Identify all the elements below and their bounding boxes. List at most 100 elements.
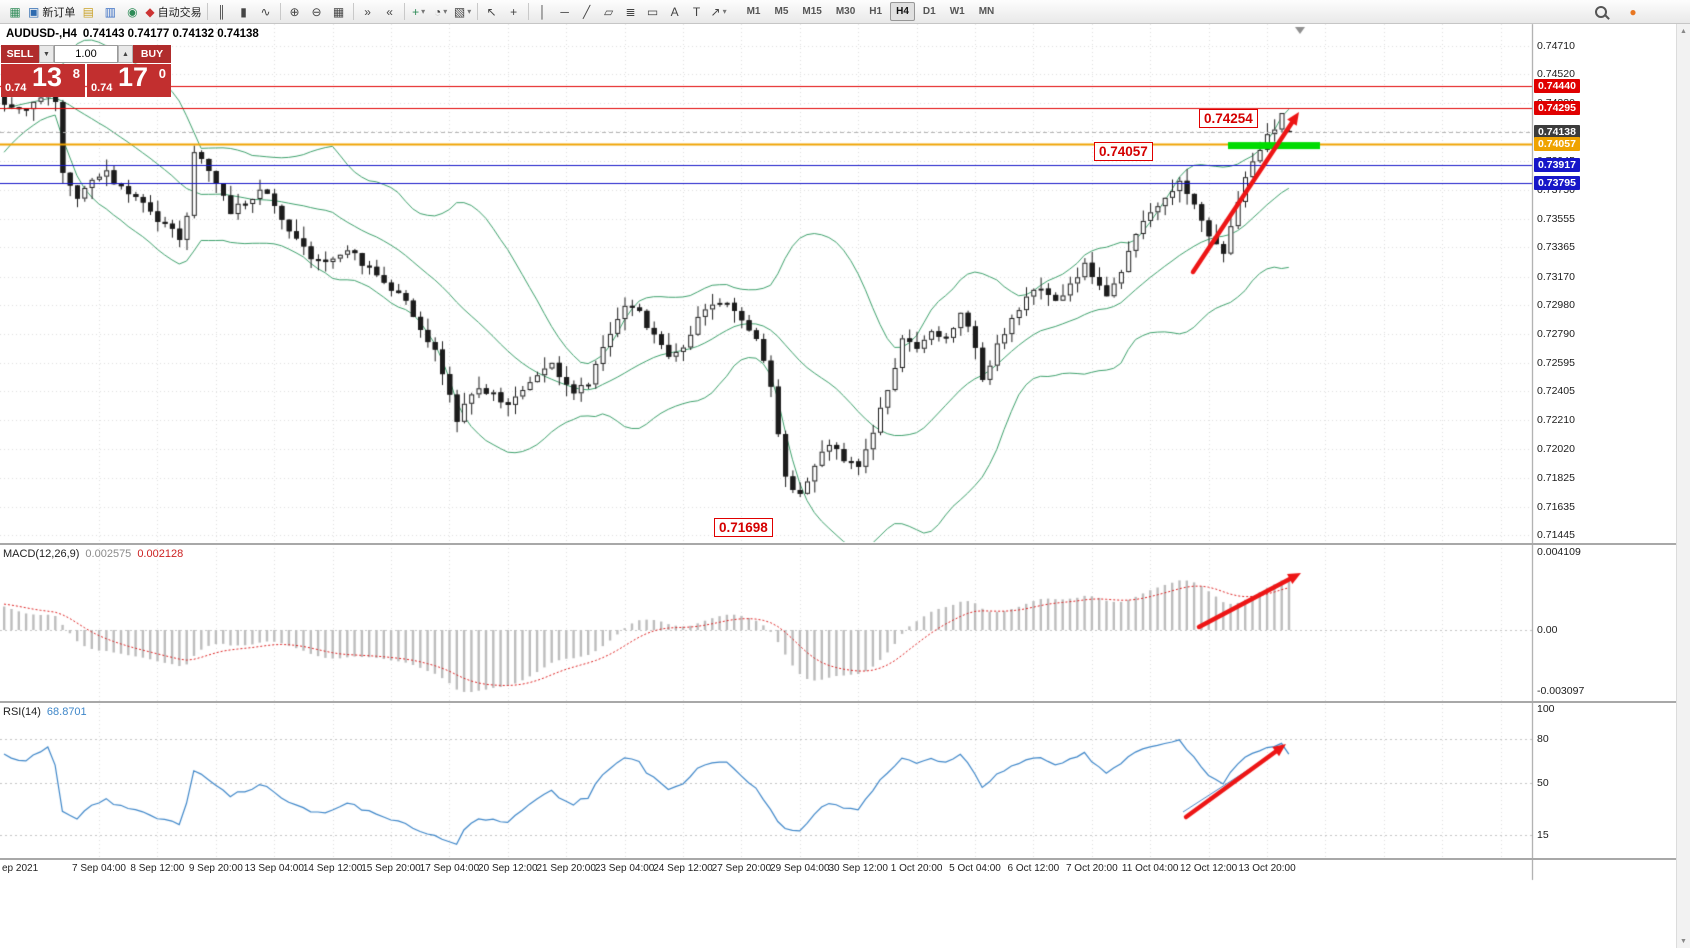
scroll-up-button[interactable]: ▲ [1680, 27, 1687, 35]
toolbar-separator [279, 3, 281, 20]
market-watch-icon[interactable]: ▤ [77, 2, 99, 22]
auto-scroll-icon[interactable]: » [357, 2, 379, 22]
auto-scroll-icon: » [364, 4, 371, 19]
volume-decrease-button[interactable]: ▼ [39, 45, 54, 63]
cursor-icon[interactable]: ↖ [481, 2, 503, 22]
pane-splitter-macd-rsi[interactable] [0, 701, 1690, 703]
timeframe-m15[interactable]: M15 [802, 6, 822, 17]
text-icon[interactable]: A [664, 2, 686, 22]
trendline-icon[interactable]: ╱ [576, 2, 598, 22]
vertical-scrollbar[interactable]: ▲ ▼ [1676, 24, 1690, 948]
timeframe-w1[interactable]: W1 [949, 6, 965, 17]
vertical-line-icon: │ [538, 4, 547, 19]
candlestick-chart-icon: ▮ [240, 4, 247, 19]
terminal-icon: ◉ [127, 4, 138, 19]
dropdown-arrow-icon: ▾ [421, 7, 426, 16]
chart-title: AUDUSD-,H4 0.74143 0.74177 0.74132 0.7413… [6, 28, 265, 40]
buy-price-sup: 0 [158, 66, 166, 81]
toolbar-separator [403, 3, 405, 20]
navigator-icon[interactable]: ▥ [99, 2, 121, 22]
vertical-line-icon[interactable]: │ [532, 2, 554, 22]
navigator-icon: ▥ [104, 4, 117, 19]
new-order-button-label: 新订单 [42, 6, 76, 19]
line-chart-icon[interactable]: ∿ [255, 2, 277, 22]
price-callout-label[interactable]: 0.74057 [1094, 142, 1153, 161]
chart-shift-icon[interactable]: « [379, 2, 401, 22]
trendline-icon: ╱ [582, 4, 591, 19]
sell-price-sup: 8 [72, 66, 80, 81]
pane-splitter-rsi-timeaxis[interactable] [0, 858, 1690, 860]
tile-windows-icon: ▦ [332, 4, 345, 19]
timeframe-m1[interactable]: M1 [746, 6, 761, 17]
notification-icon: ● [1629, 4, 1637, 19]
templates-icon: ▧ [453, 4, 466, 19]
zoom-out-icon: ⊖ [311, 4, 322, 19]
tile-windows-icon[interactable]: ▦ [328, 2, 350, 22]
pane-splitter-price-macd[interactable] [0, 543, 1690, 545]
new-order-button[interactable]: ▣ 新订单 [26, 2, 77, 22]
volume-input[interactable] [54, 45, 118, 63]
timeframe-m30[interactable]: M30 [835, 6, 856, 17]
autotrade-button[interactable]: ◆ 自动交易 [143, 2, 203, 22]
new-chart-icon: ▦ [9, 4, 21, 19]
toolbar-right-group: ● [1590, 2, 1644, 22]
one-click-strip: SELL ▼ ▲ BUY [1, 45, 171, 63]
sell-quote-button[interactable]: 0.74 13 8 [1, 62, 85, 97]
one-click-quotes: 0.74 13 8 0.74 17 0 [1, 62, 171, 97]
indicators-icon: + [412, 4, 420, 19]
search-icon [1595, 5, 1607, 18]
label-icon: T [692, 4, 701, 19]
terminal-icon[interactable]: ◉ [121, 2, 143, 22]
bar-chart-icon: ║ [217, 4, 226, 19]
label-icon[interactable]: T [686, 2, 708, 22]
arrows-icon: ↗ [710, 4, 721, 19]
timeframe-h1[interactable]: H1 [869, 6, 883, 17]
periods-icon[interactable]: ◔ ▾ [430, 2, 452, 22]
toolbar-separator [206, 3, 208, 20]
shapes-icon[interactable]: ▭ [642, 2, 664, 22]
zoom-in-icon[interactable]: ⊕ [284, 2, 306, 22]
scroll-down-button[interactable]: ▼ [1680, 937, 1687, 945]
buy-button[interactable]: BUY [133, 45, 171, 63]
buy-price-big: 17 [118, 62, 149, 92]
indicators-icon[interactable]: + ▾ [408, 2, 430, 22]
timeframe-d1[interactable]: D1 [922, 6, 936, 17]
dropdown-arrow-icon: ▾ [443, 7, 448, 16]
toolbar-separator [476, 3, 478, 20]
timeframe-m5[interactable]: M5 [774, 6, 789, 17]
templates-icon[interactable]: ▧ ▾ [452, 2, 474, 22]
zoom-out-icon[interactable]: ⊖ [306, 2, 328, 22]
timeframe-mn[interactable]: MN [978, 6, 995, 17]
toolbar-left-group: ▦ ▣ 新订单 ▤ ▥ ◉ ◆ 自动交易 ║ ▮ ∿ ⊕ ⊖ ▦» «+ ▾ ◔ ▾ ▧ ▾ ↖ + │ ─ ╱ ▱ ≣ ▭ A T ↗ ▾ [4, 2, 730, 22]
search-icon[interactable] [1590, 2, 1612, 22]
sell-price-prefix: 0.74 [5, 82, 27, 94]
notification-icon[interactable]: ● [1622, 2, 1644, 22]
macd-value-1: 0.002575 [85, 548, 132, 560]
rsi-value: 68.8701 [46, 706, 87, 718]
crosshair-icon[interactable]: + [503, 2, 525, 22]
sell-button[interactable]: SELL [1, 45, 39, 63]
dropdown-arrow-icon: ▾ [467, 7, 472, 16]
shapes-icon: ▭ [646, 4, 659, 19]
fibonacci-icon[interactable]: ≣ [620, 2, 642, 22]
chart-ohlc-values: 0.74143 0.74177 0.74132 0.74138 [82, 28, 259, 40]
volume-increase-button[interactable]: ▲ [118, 45, 133, 63]
bar-chart-icon[interactable]: ║ [211, 2, 233, 22]
main-toolbar: ▦ ▣ 新订单 ▤ ▥ ◉ ◆ 自动交易 ║ ▮ ∿ ⊕ ⊖ ▦» «+ ▾ ◔ ▾ ▧ ▾ ↖ + │ ─ ╱ ▱ ≣ ▭ A T ↗ ▾ … [0, 0, 1690, 24]
price-callout-label[interactable]: 0.71698 [714, 518, 773, 537]
channel-icon[interactable]: ▱ [598, 2, 620, 22]
horizontal-line-icon[interactable]: ─ [554, 2, 576, 22]
macd-indicator-label: MACD(12,26,9) 0.002575 0.002128 [3, 548, 183, 560]
toolbar-separator [352, 3, 354, 20]
dropdown-arrow-icon: ▾ [722, 7, 727, 16]
new-chart-icon[interactable]: ▦ [4, 2, 26, 22]
buy-quote-button[interactable]: 0.74 17 0 [87, 62, 171, 97]
price-callout-label[interactable]: 0.74254 [1199, 109, 1258, 128]
sell-price-big: 13 [32, 62, 63, 92]
candlestick-chart-icon[interactable]: ▮ [233, 2, 255, 22]
timeframe-h4[interactable]: H4 [890, 2, 915, 21]
chart-shift-icon: « [386, 4, 393, 19]
arrows-icon[interactable]: ↗ ▾ [708, 2, 730, 22]
buy-price-prefix: 0.74 [91, 82, 113, 94]
